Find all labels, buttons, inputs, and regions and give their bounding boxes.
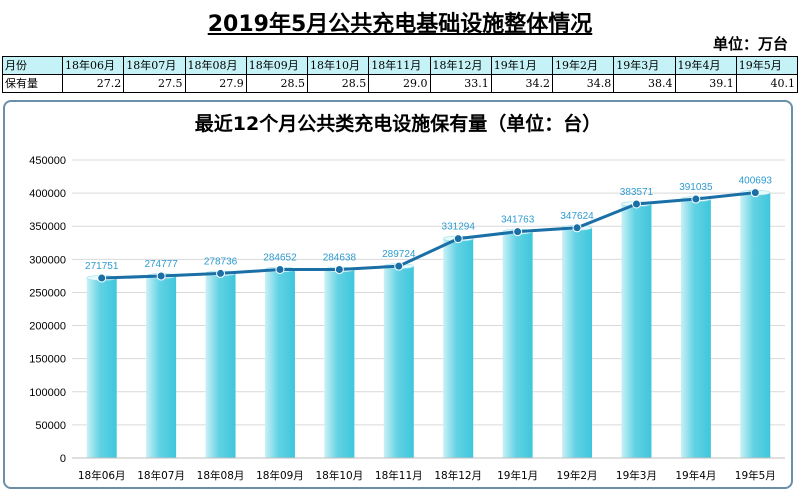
line-point [513,227,523,237]
bar-line-chart: 最近12个月公共类充电设施保有量（单位：台） 271751 274777 27873… [29,112,785,482]
data-label: 341763 [501,215,535,226]
value-cell: 39.1 [674,74,737,93]
line-point [216,268,226,278]
value-cell: 34.8 [551,74,615,93]
x-tick-label: 19年3月 [616,469,657,482]
value-cell: 28.5 [306,74,370,93]
month-header-cell: 18年10月 [306,56,370,75]
line-point [334,265,344,275]
y-tick-label: 200000 [29,321,66,333]
bar [383,266,414,458]
value-cell: 27.2 [61,74,125,93]
bar [264,269,295,458]
month-header-cell: 19年4月 [674,56,737,75]
x-tick-label: 18年07月 [137,469,185,482]
bar [86,278,117,458]
month-header-cell: 18年12月 [429,56,492,75]
data-label: 271751 [85,261,119,272]
line-point [691,194,701,204]
bar [443,238,474,458]
data-label: 391035 [679,182,713,193]
month-header-cell: 18年08月 [184,56,247,75]
y-tick-label: 100000 [29,387,66,399]
trend-line [101,191,756,280]
row-label-count: 保有量 [2,74,63,93]
x-tick-label: 19年2月 [557,469,598,482]
y-tick-label: 450000 [29,155,66,167]
y-tick-label: 350000 [29,221,66,233]
data-label: 331294 [442,222,476,233]
row-label-month: 月份 [2,56,63,75]
month-header-cell: 18年11月 [368,56,431,75]
line-point [631,199,641,209]
line-point [750,188,760,198]
data-label: 284652 [263,252,297,263]
data-label: 278736 [204,256,238,267]
x-tick-label: 18年10月 [316,469,364,482]
month-header-cell: 19年2月 [551,56,615,75]
month-header-cell: 19年3月 [613,56,676,75]
month-header-cell: 19年1月 [490,56,554,75]
value-cell: 33.1 [429,74,492,93]
month-header-cell: 18年07月 [123,56,186,75]
line-point [394,261,404,271]
chart-panel: 最近12个月公共类充电设施保有量（单位：台） 271751 274777 27873… [3,100,793,489]
value-cell: 29.0 [368,74,431,93]
summary-table: 月份 18年06月 18年07月 18年08月 18年09月 18年10月 18年11月 1… [2,56,799,93]
bar [205,273,236,458]
month-header-cell: 19年5月 [735,56,799,75]
data-label: 383571 [620,187,654,198]
bar [680,199,711,458]
bar [740,192,771,458]
x-tick-label: 18年11月 [375,469,423,482]
bar [324,269,355,458]
month-header-cell: 18年09月 [245,56,309,75]
value-cell: 27.9 [184,74,247,93]
data-label: 274777 [144,259,178,270]
y-tick-label: 50000 [35,420,66,432]
line-point [97,273,107,283]
x-tick-label: 18年06月 [78,469,126,482]
y-tick-label: 300000 [29,254,66,266]
y-tick-label: 0 [60,453,66,465]
x-tick-label: 19年5月 [735,469,776,482]
value-cell: 38.4 [613,74,676,93]
x-tick-label: 19年1月 [497,469,538,482]
data-label: 347624 [560,211,594,222]
bar [502,231,533,458]
data-label: 289724 [382,249,416,260]
x-tick-label: 19年4月 [675,469,716,482]
chart-title: 最近12个月公共类充电设施保有量（单位：台） [195,112,601,135]
month-header-cell: 18年06月 [61,56,125,75]
bar [621,203,652,458]
y-tick-label: 400000 [29,188,66,200]
page-title: 2019年5月公共充电基础设施整体情况 [207,12,593,37]
data-label: 284638 [323,253,357,264]
unit-label: 单位：万台 [712,35,788,53]
line-point [156,271,166,281]
value-cell: 40.1 [735,74,799,93]
value-cell: 27.5 [123,74,186,93]
x-tick-label: 18年12月 [434,469,482,482]
bar [146,276,177,458]
line-point [572,223,582,233]
line-point [453,234,463,244]
y-tick-label: 250000 [29,287,66,299]
x-tick-label: 18年08月 [197,469,245,482]
table-row: 保有量 27.2 27.5 27.9 28.5 28.5 29.0 33.1 34.2 34.8… [2,74,799,93]
table-row: 月份 18年06月 18年07月 18年08月 18年09月 18年10月 18年11月 1… [2,56,799,75]
bar [562,227,593,458]
value-cell: 28.5 [245,74,309,93]
value-cell: 34.2 [490,74,554,93]
x-tick-label: 18年09月 [256,469,304,482]
line-point [275,264,285,274]
data-label: 400693 [739,176,773,187]
y-tick-label: 150000 [29,354,66,366]
